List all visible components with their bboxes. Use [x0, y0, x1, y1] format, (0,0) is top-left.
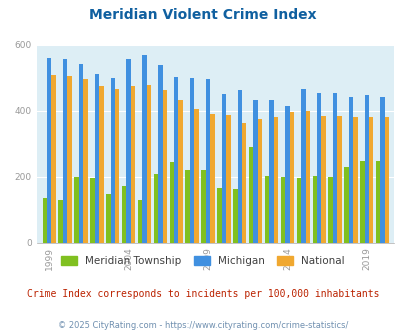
- Bar: [122, 186, 126, 243]
- Bar: [194, 109, 198, 243]
- Bar: [232, 189, 237, 243]
- Bar: [205, 79, 210, 243]
- Bar: [58, 200, 63, 243]
- Bar: [364, 95, 368, 243]
- Bar: [47, 58, 51, 243]
- Bar: [289, 112, 293, 243]
- Bar: [130, 86, 135, 243]
- Bar: [110, 78, 115, 243]
- Bar: [178, 100, 183, 243]
- Bar: [90, 178, 94, 243]
- Bar: [126, 59, 130, 243]
- Bar: [253, 100, 257, 243]
- Bar: [210, 114, 214, 243]
- Bar: [359, 161, 364, 243]
- Bar: [226, 115, 230, 243]
- Text: © 2025 CityRating.com - https://www.cityrating.com/crime-statistics/: © 2025 CityRating.com - https://www.city…: [58, 321, 347, 330]
- Bar: [74, 177, 79, 243]
- Bar: [280, 177, 284, 243]
- Bar: [83, 79, 87, 243]
- Bar: [321, 116, 325, 243]
- Bar: [106, 194, 110, 243]
- Bar: [273, 117, 277, 243]
- Bar: [305, 111, 309, 243]
- Bar: [43, 198, 47, 243]
- Bar: [153, 174, 158, 243]
- Bar: [185, 170, 190, 243]
- Bar: [138, 200, 142, 243]
- Bar: [115, 89, 119, 243]
- Bar: [284, 106, 289, 243]
- Bar: [174, 77, 178, 243]
- Bar: [217, 188, 221, 243]
- Legend: Meridian Township, Michigan, National: Meridian Township, Michigan, National: [57, 252, 348, 270]
- Bar: [142, 55, 146, 243]
- Bar: [384, 117, 388, 243]
- Bar: [348, 97, 352, 243]
- Bar: [375, 161, 379, 243]
- Bar: [379, 97, 384, 243]
- Text: Crime Index corresponds to incidents per 100,000 inhabitants: Crime Index corresponds to incidents per…: [27, 289, 378, 299]
- Bar: [63, 59, 67, 243]
- Bar: [337, 116, 341, 243]
- Bar: [51, 75, 56, 243]
- Bar: [264, 176, 269, 243]
- Bar: [146, 85, 151, 243]
- Bar: [201, 170, 205, 243]
- Bar: [312, 176, 316, 243]
- Bar: [190, 78, 194, 243]
- Bar: [257, 119, 262, 243]
- Bar: [169, 162, 174, 243]
- Bar: [99, 86, 103, 243]
- Bar: [316, 93, 321, 243]
- Bar: [296, 178, 301, 243]
- Bar: [94, 74, 99, 243]
- Bar: [328, 177, 332, 243]
- Bar: [368, 117, 373, 243]
- Bar: [79, 64, 83, 243]
- Bar: [343, 167, 348, 243]
- Bar: [67, 76, 72, 243]
- Bar: [269, 100, 273, 243]
- Bar: [352, 117, 357, 243]
- Bar: [237, 90, 241, 243]
- Bar: [241, 123, 246, 243]
- Bar: [332, 93, 337, 243]
- Text: Meridian Violent Crime Index: Meridian Violent Crime Index: [89, 8, 316, 22]
- Bar: [158, 65, 162, 243]
- Bar: [301, 89, 305, 243]
- Bar: [221, 94, 226, 243]
- Bar: [248, 147, 253, 243]
- Bar: [162, 90, 166, 243]
